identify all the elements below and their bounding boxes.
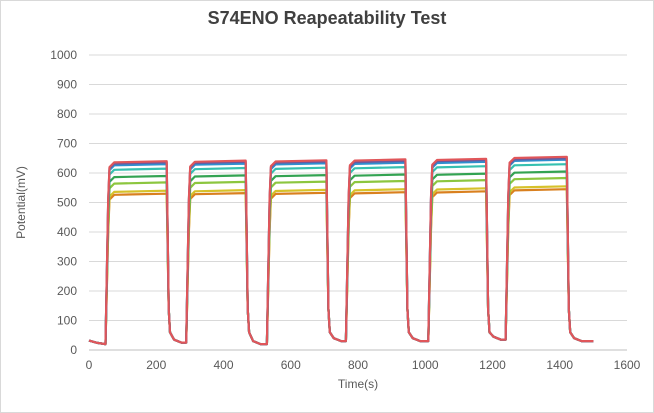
y-tick-label: 900 <box>57 78 77 92</box>
grid-lines <box>89 54 627 321</box>
series-line <box>88 155 594 346</box>
x-tick-labels: 0 200 400 600 800 1000 1200 1400 1600 <box>86 358 641 372</box>
y-tick-label: 1000 <box>50 48 77 62</box>
series-line <box>88 157 594 346</box>
y-tick-label: 600 <box>57 166 77 180</box>
y-tick-label: 100 <box>57 314 77 328</box>
y-tick-label: 500 <box>57 196 77 210</box>
x-tick-label: 400 <box>213 358 233 372</box>
x-tick-label: 0 <box>86 358 93 372</box>
y-tick-labels: 0 100 200 300 400 500 600 700 800 900 1000 <box>50 48 77 357</box>
chart-title: S74ENO Reapeatability Test <box>207 8 447 28</box>
y-tick-label: 200 <box>57 284 77 298</box>
x-tick-label: 800 <box>348 358 368 372</box>
series-lines <box>88 155 594 346</box>
x-tick-label: 1200 <box>479 358 506 372</box>
x-axis-label: Time(s) <box>338 377 378 391</box>
x-tick-label: 1400 <box>546 358 573 372</box>
x-tick-label: 600 <box>281 358 301 372</box>
y-tick-label: 700 <box>57 137 77 151</box>
y-tick-label: 400 <box>57 225 77 239</box>
y-tick-label: 300 <box>57 255 77 269</box>
y-tick-label: 800 <box>57 107 77 121</box>
series-line <box>88 170 594 346</box>
y-axis-label: Potential(mV) <box>14 166 28 239</box>
x-tick-label: 200 <box>146 358 166 372</box>
x-tick-label: 1000 <box>412 358 439 372</box>
x-tick-label: 1600 <box>614 358 641 372</box>
y-tick-label: 0 <box>70 343 77 357</box>
